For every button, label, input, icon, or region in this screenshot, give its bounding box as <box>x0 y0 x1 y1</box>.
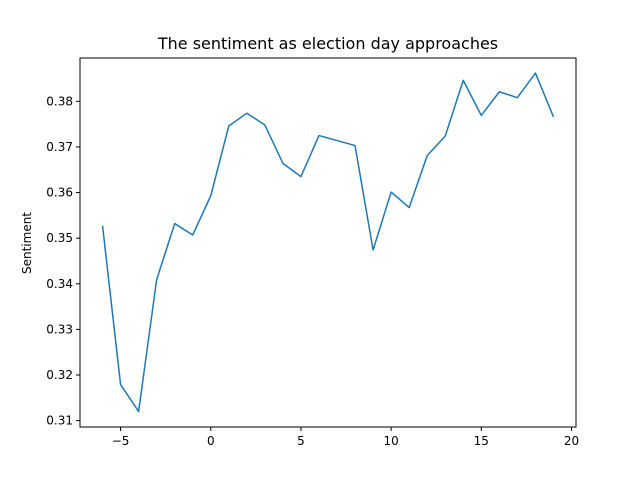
x-tick-label: 20 <box>564 434 579 448</box>
y-tick-label: 0.34 <box>46 277 73 291</box>
y-tick-label: 0.33 <box>46 322 73 336</box>
x-tick-label: −5 <box>112 434 130 448</box>
y-tick-label: 0.37 <box>46 140 73 154</box>
plot-area <box>79 57 577 428</box>
y-tick-label: 0.31 <box>46 414 73 428</box>
y-tick-label: 0.32 <box>46 368 73 382</box>
x-tick-label: 0 <box>207 434 215 448</box>
x-axis: −5 0 5 10 15 20 <box>112 427 579 448</box>
y-axis-label: Sentiment <box>20 212 34 274</box>
series-line-0 <box>101 72 555 413</box>
x-tick-label: 15 <box>474 434 489 448</box>
y-tick-label: 0.35 <box>46 231 73 245</box>
x-tick-label: 10 <box>383 434 398 448</box>
y-tick-label: 0.38 <box>46 94 73 108</box>
x-tick-label: 5 <box>297 434 305 448</box>
y-tick-label: 0.36 <box>46 186 73 200</box>
plot-frame <box>79 57 577 428</box>
y-axis: 0.31 0.32 0.33 0.34 0.35 0.36 0.37 0.38 <box>46 94 80 428</box>
chart-title: The sentiment as election day approaches <box>157 34 498 53</box>
